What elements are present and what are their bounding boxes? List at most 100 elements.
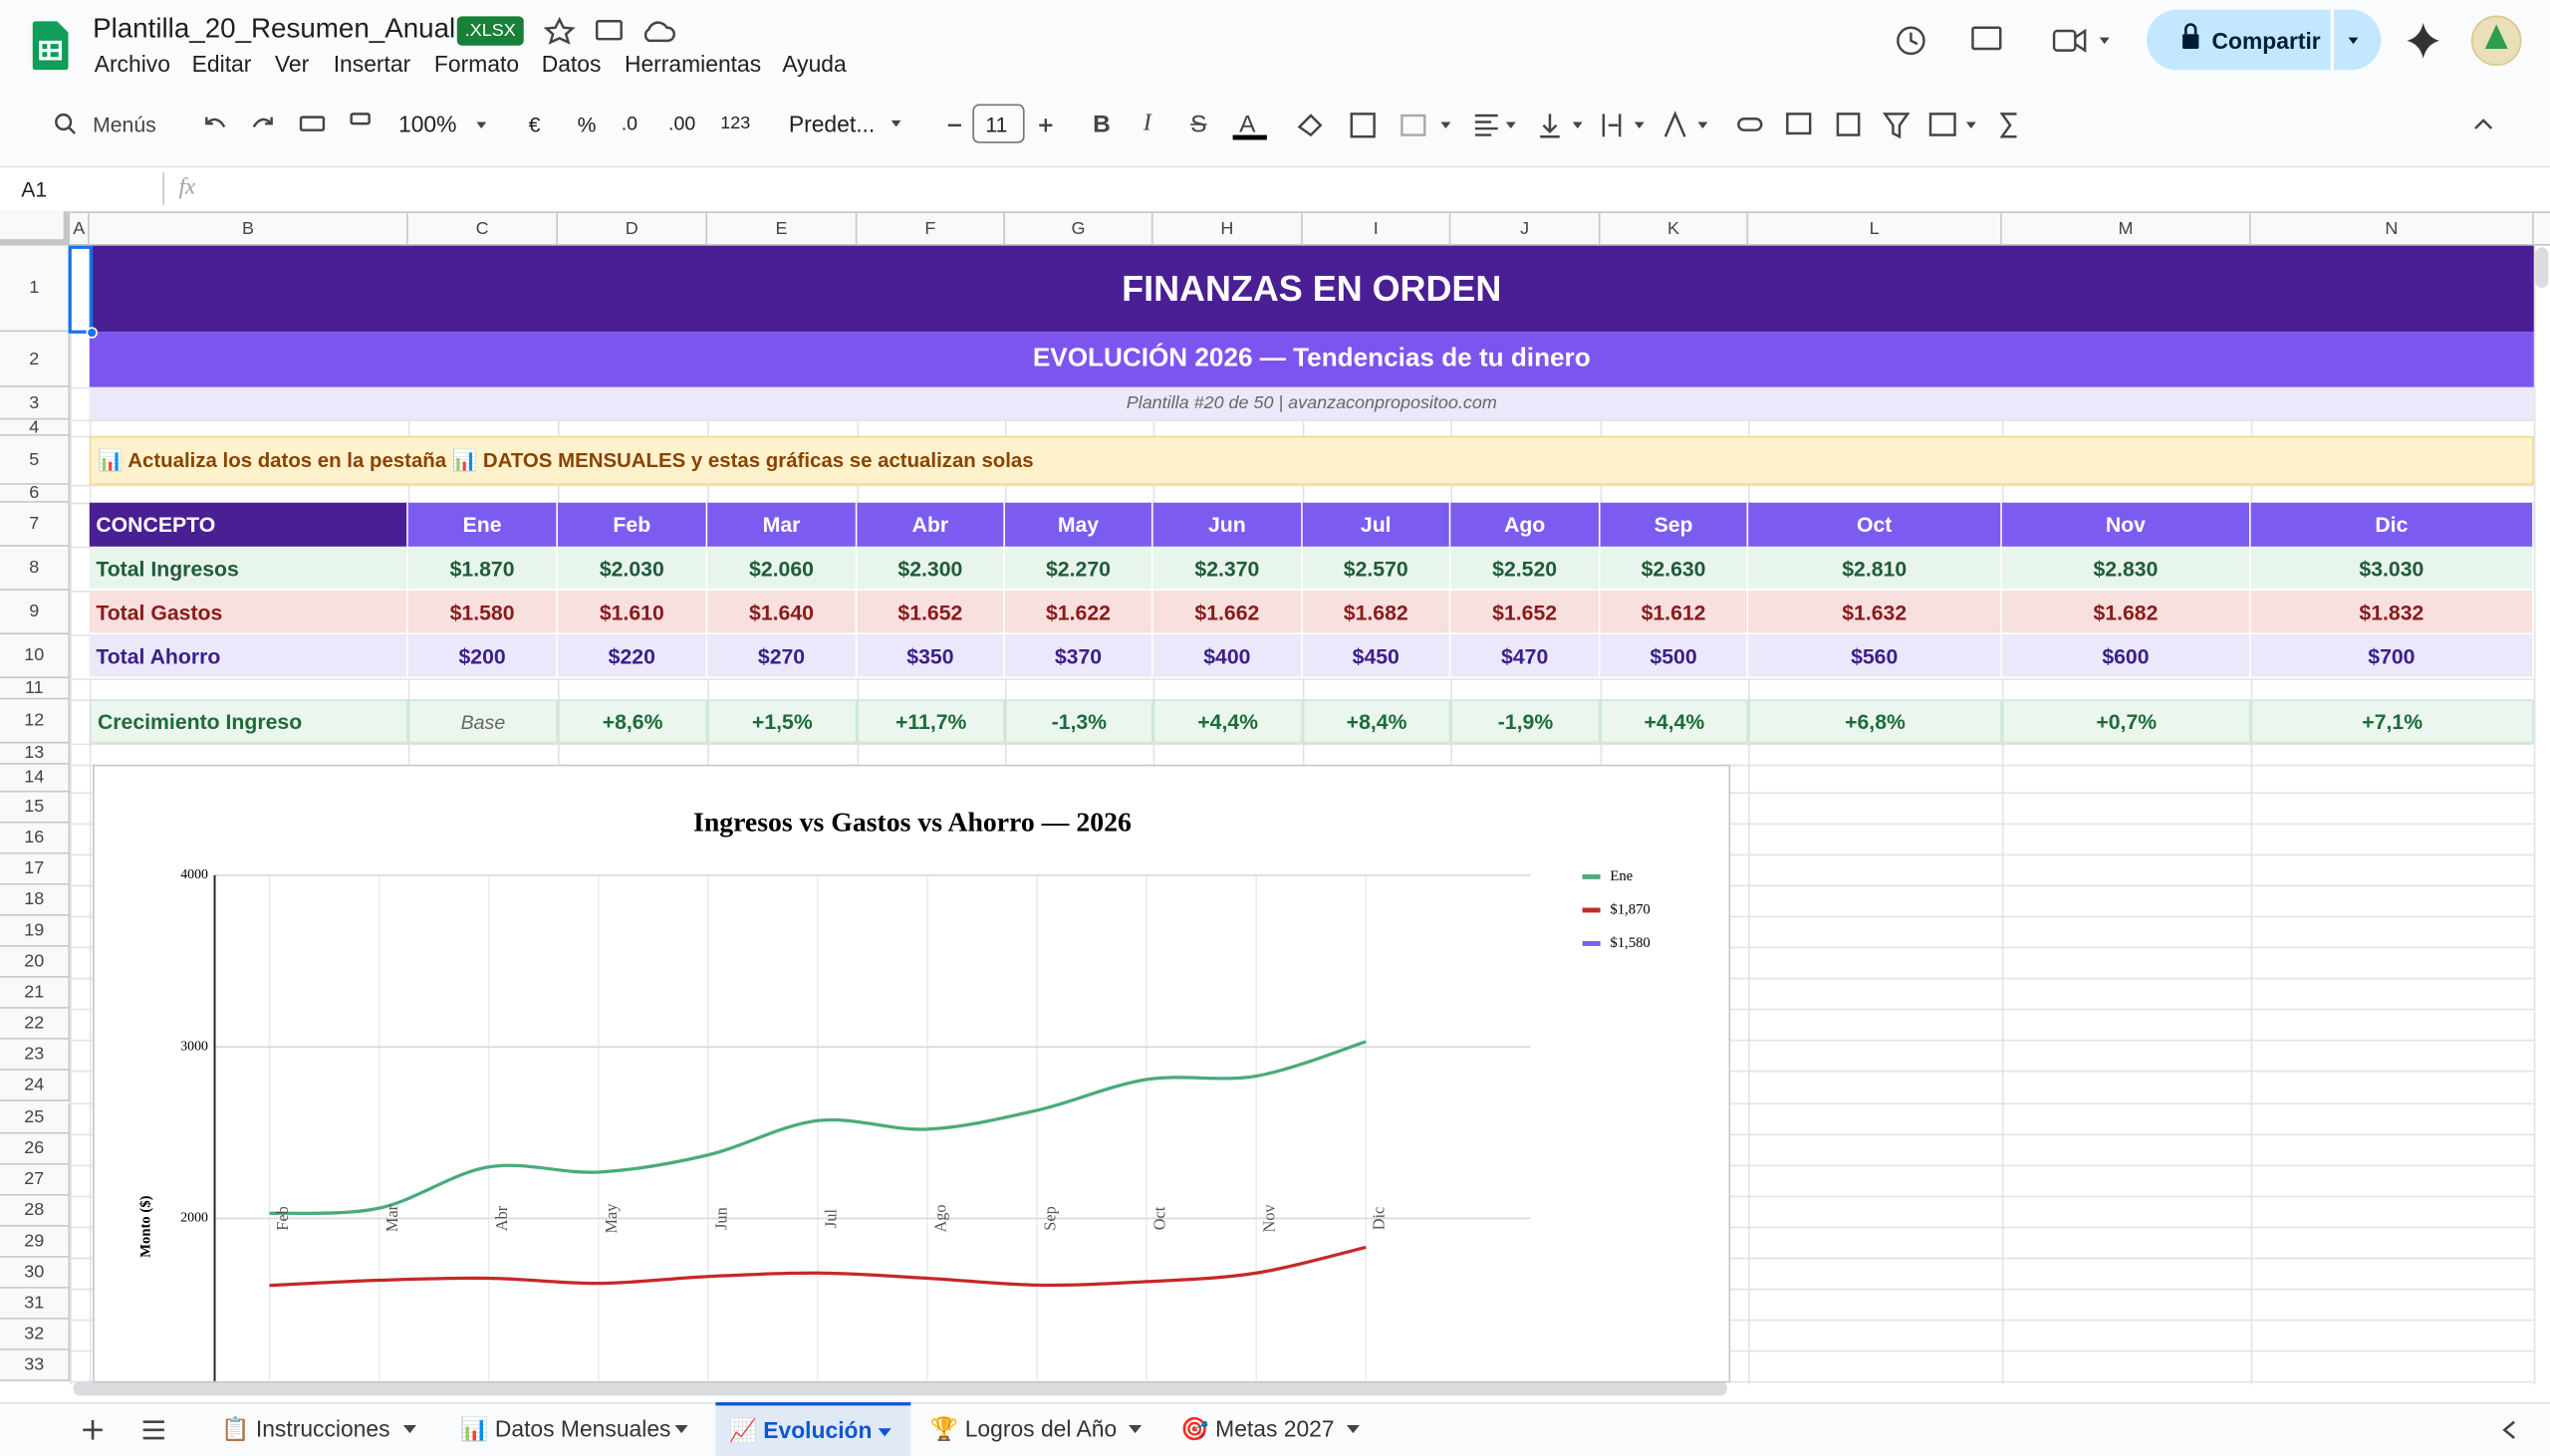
table-cell[interactable]: $2.030 — [558, 546, 708, 591]
toolbar-zoom[interactable]: 100% — [398, 111, 457, 137]
menu-item[interactable]: Insertar — [333, 50, 411, 77]
toolbar-decimal-more[interactable]: .00 — [668, 112, 696, 135]
row-header[interactable]: 27 — [0, 1163, 71, 1196]
row-header[interactable]: 3 — [0, 386, 71, 420]
month-header[interactable]: Dic — [2250, 502, 2534, 547]
row-header[interactable]: 21 — [0, 978, 71, 1010]
row-header[interactable]: 22 — [0, 1009, 71, 1041]
row-header[interactable]: 28 — [0, 1195, 71, 1227]
sheet-tab[interactable]: 🎯 Metas 2027 — [1167, 1402, 1379, 1456]
tab-arrow[interactable] — [402, 1424, 416, 1434]
tab-arrow[interactable] — [674, 1424, 688, 1434]
row-header[interactable]: 9 — [0, 590, 71, 635]
column-header[interactable]: E — [707, 212, 858, 246]
notice-banner[interactable]: 📊 Actualiza los datos en la pestaña 📊 DA… — [89, 435, 2534, 485]
growth-cell[interactable]: +4,4% — [1152, 699, 1303, 744]
share-label[interactable]: Compartir — [2211, 26, 2321, 54]
row-header[interactable]: 16 — [0, 823, 71, 854]
month-header[interactable]: Jun — [1152, 502, 1303, 547]
growth-cell[interactable]: +11,7% — [857, 699, 1006, 744]
growth-cell[interactable]: +6,8% — [1748, 699, 2002, 744]
borders-icon[interactable] — [1350, 113, 1376, 138]
history-icon[interactable] — [1897, 26, 1925, 56]
name-box[interactable]: A1 — [21, 176, 48, 201]
month-header[interactable]: Abr — [857, 502, 1006, 547]
row-header[interactable]: 25 — [0, 1101, 71, 1133]
row-label[interactable]: Total Ingresos — [89, 546, 408, 591]
table-cell[interactable]: $2.520 — [1450, 546, 1601, 591]
row-header[interactable]: 30 — [0, 1257, 71, 1289]
wrap-icon[interactable] — [1602, 114, 1622, 137]
growth-cell[interactable]: -1,3% — [1005, 699, 1153, 744]
column-header[interactable]: G — [1005, 212, 1153, 246]
toolbar-currency[interactable]: € — [528, 111, 541, 136]
side-panel-icon[interactable] — [2502, 1420, 2515, 1440]
table-cell[interactable]: $1.640 — [707, 590, 858, 635]
toolbar-font[interactable]: Predet... — [788, 111, 876, 137]
menu-item[interactable]: Editar — [191, 50, 252, 77]
toolbar-decimal-less[interactable]: .0 — [621, 112, 638, 135]
table-cell[interactable]: $1.622 — [1005, 590, 1153, 635]
growth-label[interactable]: Crecimiento Ingreso — [89, 699, 408, 744]
tab-arrow[interactable] — [1129, 1424, 1143, 1434]
fill-handle[interactable] — [86, 327, 98, 339]
table-cell[interactable]: $1.662 — [1152, 590, 1303, 635]
row-header[interactable]: 10 — [0, 634, 71, 679]
concept-header[interactable]: CONCEPTO — [89, 502, 408, 547]
table-cell[interactable]: $1.682 — [2001, 590, 2251, 635]
fill-color-icon[interactable] — [1297, 114, 1323, 137]
table-cell[interactable]: $200 — [407, 634, 559, 679]
undo-icon[interactable] — [205, 117, 226, 128]
row-header[interactable]: 26 — [0, 1132, 71, 1164]
row-header[interactable]: 7 — [0, 502, 71, 547]
row-header[interactable]: 6 — [0, 483, 71, 503]
row-header[interactable]: 24 — [0, 1071, 71, 1102]
all-sheets-icon[interactable] — [142, 1420, 164, 1440]
row-header[interactable]: 33 — [0, 1349, 71, 1381]
tab-label[interactable]: 📋 Instrucciones — [221, 1415, 390, 1442]
month-header[interactable]: Ene — [407, 502, 559, 547]
table-cell[interactable]: $400 — [1152, 634, 1303, 679]
column-header[interactable]: I — [1302, 212, 1451, 246]
row-header[interactable]: 2 — [0, 332, 71, 387]
menu-item[interactable]: Ver — [274, 50, 310, 77]
comment-icon[interactable] — [1971, 26, 2002, 51]
table-cell[interactable]: $2.270 — [1005, 546, 1153, 591]
tab-label[interactable]: 📊 Datos Mensuales — [460, 1415, 671, 1442]
select-all-corner[interactable] — [0, 211, 71, 246]
row-header[interactable]: 15 — [0, 792, 71, 824]
month-header[interactable]: Sep — [1600, 502, 1749, 547]
menu-item[interactable]: Formato — [433, 50, 520, 77]
table-icon[interactable] — [1928, 113, 1956, 136]
column-header[interactable]: F — [857, 212, 1006, 246]
table-cell[interactable]: $2.810 — [1748, 546, 2002, 591]
table-cell[interactable]: $600 — [2001, 634, 2251, 679]
month-header[interactable]: Oct — [1748, 502, 2002, 547]
growth-cell[interactable]: +0,7% — [2001, 699, 2251, 744]
table-cell[interactable]: $700 — [2250, 634, 2534, 679]
table-cell[interactable]: $2.830 — [2001, 546, 2251, 591]
table-cell[interactable]: $2.300 — [857, 546, 1006, 591]
title-banner[interactable]: FINANZAS EN ORDEN — [89, 245, 2534, 333]
growth-cell[interactable]: +8,4% — [1302, 699, 1451, 744]
align-icon[interactable] — [1474, 114, 1498, 136]
column-header[interactable]: K — [1600, 212, 1749, 246]
table-cell[interactable]: $1.682 — [1302, 590, 1451, 635]
row-header[interactable]: 12 — [0, 699, 71, 744]
table-cell[interactable]: $270 — [707, 634, 858, 679]
column-header[interactable]: N — [2250, 212, 2534, 246]
row-label[interactable]: Total Ahorro — [89, 634, 408, 679]
month-header[interactable]: Nov — [2001, 502, 2251, 547]
table-cell[interactable]: $1.610 — [558, 590, 708, 635]
toolbar-strike[interactable]: S — [1190, 110, 1207, 138]
toolbar-search[interactable]: Menús — [93, 111, 156, 136]
star-icon[interactable] — [543, 16, 576, 45]
row-header[interactable]: 1 — [0, 245, 71, 333]
toolbar-number-format[interactable]: 123 — [720, 114, 751, 133]
row-header[interactable]: 8 — [0, 546, 71, 591]
file-name[interactable]: Plantilla_20_Resumen_Anual — [93, 13, 456, 45]
toolbar-text-color[interactable]: A — [1239, 110, 1256, 138]
cloud-icon[interactable] — [643, 21, 675, 43]
collapse-icon[interactable] — [2474, 119, 2493, 129]
table-cell[interactable]: $1.580 — [407, 590, 559, 635]
